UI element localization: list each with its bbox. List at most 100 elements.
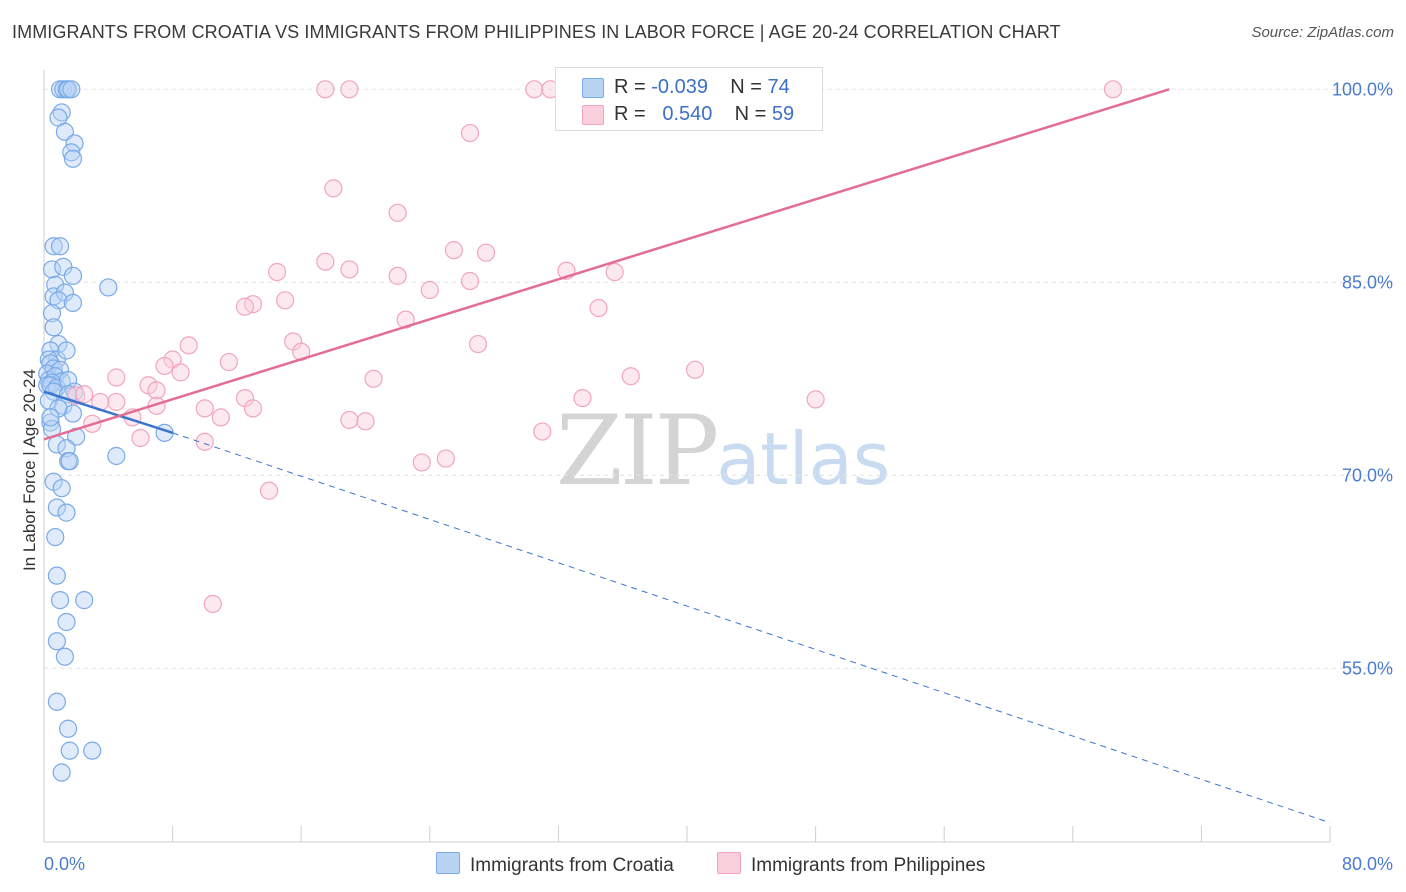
- data-point-philippines: [267, 262, 287, 282]
- bottom-legend-label-philippines: Immigrants from Philippines: [751, 855, 986, 876]
- data-point-philippines: [131, 428, 150, 448]
- bottom-legend-croatia: Immigrants from Croatia: [436, 852, 674, 877]
- data-point-croatia: [41, 341, 60, 360]
- data-point-philippines: [412, 453, 431, 472]
- data-point-philippines: [685, 360, 705, 379]
- data-point-croatia: [46, 527, 65, 547]
- data-point-philippines: [806, 390, 825, 409]
- data-point-philippines: [476, 243, 496, 262]
- data-point-croatia: [47, 692, 66, 711]
- data-point-philippines: [75, 385, 94, 404]
- data-point-philippines: [340, 80, 359, 99]
- bottom-legend-label-croatia: Immigrants from Croatia: [470, 855, 674, 876]
- data-point-philippines: [460, 271, 480, 291]
- data-point-philippines: [460, 123, 480, 143]
- data-point-philippines: [589, 298, 608, 318]
- data-point-philippines: [276, 291, 295, 310]
- x-tick-label: 0.0%: [44, 854, 85, 874]
- data-point-philippines: [219, 352, 238, 372]
- data-point-philippines: [107, 368, 126, 387]
- data-point-croatia: [83, 741, 102, 760]
- y-tick-label: 85.0%: [1342, 272, 1393, 292]
- data-point-croatia: [52, 103, 71, 122]
- legend-box: R = -0.039 N = 74 R = 0.540 N = 59: [555, 67, 823, 131]
- data-point-croatia: [57, 503, 76, 522]
- data-point-philippines: [605, 262, 624, 282]
- data-point-croatia: [47, 498, 66, 517]
- data-point-croatia: [44, 237, 63, 256]
- data-point-croatia: [41, 413, 60, 432]
- legend-r-value-philippines: 0.540: [662, 103, 713, 125]
- legend-r-value-croatia: -0.039: [651, 76, 708, 98]
- legend-swatch-croatia: [582, 78, 604, 98]
- data-point-philippines: [235, 297, 255, 316]
- data-point-philippines: [436, 449, 455, 468]
- data-point-croatia: [42, 260, 62, 279]
- data-point-philippines: [444, 241, 464, 260]
- bottom-legend-philippines: Immigrants from Philippines: [717, 852, 985, 877]
- data-point-croatia: [41, 408, 60, 427]
- data-point-croatia: [63, 293, 83, 312]
- data-point-croatia: [59, 370, 78, 390]
- data-point-philippines: [147, 381, 166, 400]
- data-point-croatia: [63, 266, 83, 285]
- data-point-philippines: [468, 334, 488, 354]
- chart-title: IMMIGRANTS FROM CROATIA VS IMMIGRANTS FR…: [12, 22, 1061, 42]
- data-point-philippines: [243, 399, 263, 418]
- data-point-philippines: [316, 252, 335, 271]
- data-point-croatia: [75, 591, 94, 610]
- data-point-croatia: [57, 612, 76, 632]
- data-point-croatia: [107, 446, 126, 466]
- data-point-philippines: [195, 399, 214, 418]
- data-point-croatia: [60, 452, 79, 471]
- data-point-croatia: [47, 566, 66, 585]
- data-point-philippines: [356, 412, 375, 431]
- data-point-croatia: [50, 237, 70, 256]
- data-point-croatia: [63, 404, 83, 423]
- trend-line-croatia: [43, 390, 173, 435]
- legend-n-label: N =: [734, 103, 767, 125]
- data-point-croatia: [52, 763, 71, 782]
- y-tick-label: 70.0%: [1342, 465, 1393, 485]
- data-point-philippines: [211, 408, 230, 427]
- data-point-croatia: [42, 304, 62, 323]
- data-point-philippines: [259, 481, 279, 500]
- data-point-philippines: [396, 310, 415, 329]
- data-point-philippines: [324, 179, 343, 198]
- data-point-philippines: [420, 280, 439, 300]
- data-point-croatia: [99, 278, 118, 297]
- data-point-croatia: [47, 632, 66, 651]
- data-point-croatia: [46, 275, 65, 294]
- data-point-croatia: [59, 719, 78, 738]
- data-point-croatia: [62, 80, 81, 99]
- data-point-croatia: [52, 479, 71, 498]
- x-tick-label: 80.0%: [1342, 854, 1393, 874]
- data-point-philippines: [621, 367, 640, 386]
- data-point-croatia: [62, 143, 81, 162]
- data-point-philippines: [155, 356, 174, 376]
- legend-swatch-philippines: [582, 105, 604, 125]
- watermark: ZIPatlas: [556, 395, 890, 507]
- y-tick-label: 55.0%: [1342, 658, 1393, 678]
- data-point-croatia: [55, 122, 74, 141]
- legend-r-label: R =: [614, 76, 646, 98]
- data-point-croatia: [55, 647, 74, 666]
- data-point-croatia: [44, 318, 63, 337]
- legend-r-label: R =: [614, 103, 646, 125]
- bottom-legend-swatch-croatia: [436, 852, 460, 874]
- data-point-croatia: [57, 341, 76, 360]
- data-point-philippines: [203, 594, 222, 614]
- data-point-philippines: [316, 80, 335, 99]
- trend-line-philippines: [43, 88, 1170, 441]
- data-point-philippines: [340, 410, 359, 430]
- watermark-atlas: atlas: [716, 417, 891, 501]
- bottom-legend-swatch-philippines: [717, 852, 741, 874]
- data-point-philippines: [364, 369, 383, 388]
- data-point-philippines: [195, 432, 214, 451]
- data-point-croatia: [60, 741, 79, 760]
- data-point-philippines: [388, 203, 407, 222]
- data-point-philippines: [388, 266, 407, 285]
- data-point-philippines: [533, 422, 552, 441]
- data-point-philippines: [107, 392, 126, 412]
- legend-n-label: N =: [730, 76, 762, 98]
